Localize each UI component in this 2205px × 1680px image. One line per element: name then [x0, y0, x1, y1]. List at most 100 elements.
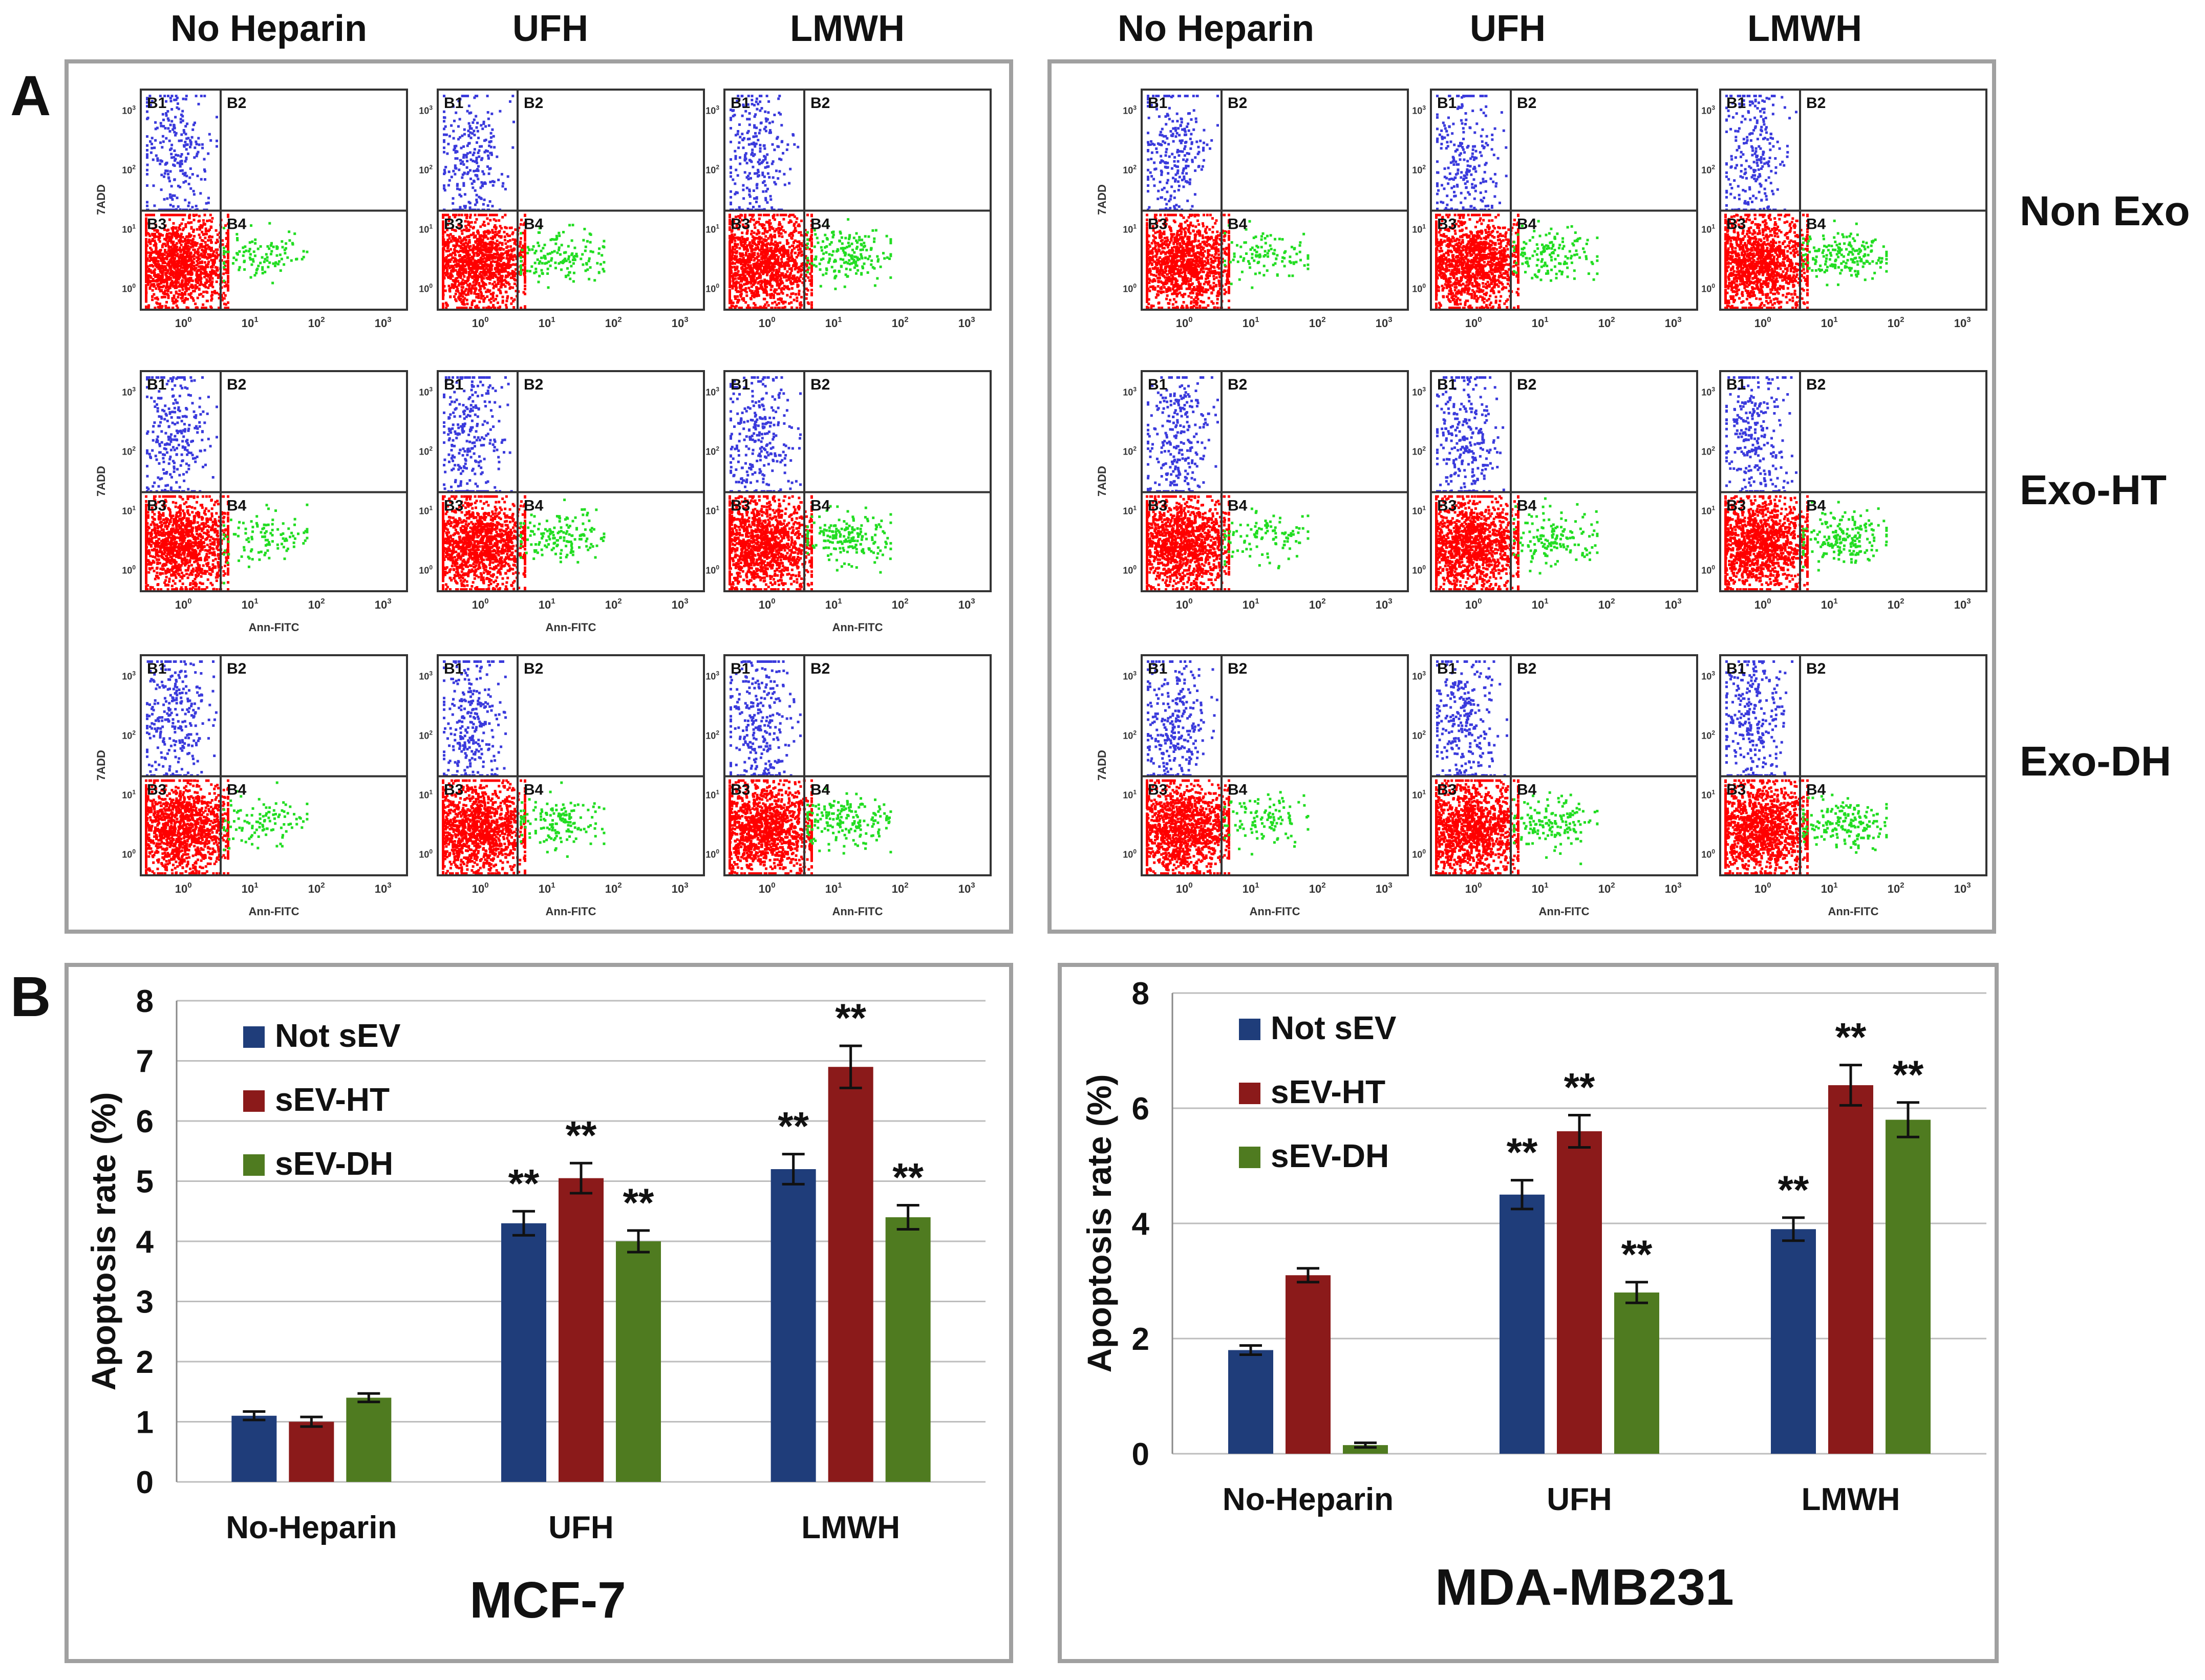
y-tick-label: 4 [1132, 1207, 1150, 1242]
y-tick-label: 102 [122, 445, 136, 457]
x-tick-label: 102 [308, 315, 325, 330]
x-tick-label: 100 [175, 881, 192, 895]
y-tick-label: 100 [1123, 564, 1137, 576]
x-category-label: LMWH [801, 1510, 900, 1545]
y-tick-label: 103 [122, 670, 136, 681]
y-tick-label: 100 [1123, 848, 1137, 860]
bar-not-sev-lmwh [770, 1169, 816, 1482]
column-header-no-heparin: No Heparin [1118, 8, 1314, 49]
y-tick-label: 100 [1412, 283, 1426, 294]
x-tick-label: 103 [958, 597, 975, 611]
quadrant-label-b3: B3 [147, 782, 166, 799]
quadrant-label-b1: B1 [1726, 660, 1746, 677]
quadrant-label-b3: B3 [1726, 216, 1746, 233]
y-tick-label: 100 [419, 848, 433, 860]
significance-marker: ** [1507, 1130, 1538, 1175]
quadrant-label-b4: B4 [1517, 216, 1537, 233]
x-tick-label: 102 [1888, 597, 1904, 611]
dot-plot-left-r1-c0: B1 B2 B3 B4 100 100 101 101 102 102 103 103 7ADD Ann-… [95, 370, 408, 634]
x-tick-label: 102 [1598, 881, 1615, 895]
y-tick-label: 100 [1701, 283, 1715, 294]
x-tick-label: 103 [375, 597, 392, 611]
y-tick-label: 103 [1701, 385, 1715, 397]
y-tick-label: 101 [1701, 789, 1715, 801]
x-tick-label: 101 [825, 597, 842, 611]
y-tick-label: 100 [705, 848, 719, 860]
quadrant-label-b4: B4 [524, 782, 544, 799]
x-tick-label: 103 [375, 881, 392, 895]
event-dots [729, 660, 892, 875]
quadrant-label-b4: B4 [1228, 782, 1248, 799]
x-tick-label: 101 [1243, 597, 1259, 611]
significance-marker: ** [1564, 1065, 1595, 1110]
y-axis-label-7add: 7ADD [95, 750, 108, 781]
x-axis-label-ann-fitc: Ann-FITC [546, 621, 596, 634]
significance-marker: ** [1835, 1015, 1867, 1060]
significance-marker: ** [623, 1180, 654, 1225]
quadrant-label-b2: B2 [524, 95, 543, 112]
y-tick-label: 101 [705, 789, 719, 801]
y-axis-label: Apoptosis rate (%) [84, 1092, 122, 1390]
x-tick-label: 100 [472, 315, 489, 330]
dot-plot-right-r1-c1: B1 B2 B3 B4 100 100 101 101 102 102 103 103 [1412, 370, 1698, 611]
quadrant-label-b3: B3 [731, 782, 750, 799]
dot-plot-right-r0-c0: B1 B2 B3 B4 100 100 101 101 102 102 103 103 7ADD [1096, 89, 1409, 330]
y-tick-label: 103 [1123, 385, 1137, 397]
x-axis-label-ann-fitc: Ann-FITC [249, 905, 299, 918]
significance-marker: ** [1621, 1232, 1653, 1277]
quadrant-label-b1: B1 [147, 95, 166, 112]
quadrant-label-b2: B2 [1806, 660, 1826, 677]
dot-plot-left-r0-c1: B1 B2 B3 B4 100 100 101 101 102 102 103 103 [419, 89, 705, 330]
error-bar [896, 1204, 919, 1231]
dot-plot-right-r2-c1: B1 B2 B3 B4 100 100 101 101 102 102 103 103 Ann-FITC [1412, 654, 1698, 918]
x-tick-label: 101 [1532, 881, 1549, 895]
bar-not-sev-ufh [501, 1223, 546, 1482]
x-tick-label: 102 [1309, 315, 1326, 330]
x-tick-label: 102 [1598, 597, 1615, 611]
y-tick-label: 101 [122, 505, 136, 516]
legend-swatch [1239, 1083, 1260, 1104]
x-tick-label: 103 [1954, 315, 1971, 330]
quadrant-label-b2: B2 [1806, 95, 1826, 112]
quadrant-label-b3: B3 [731, 216, 750, 233]
x-tick-label: 100 [175, 597, 192, 611]
column-header-lmwh: LMWH [790, 8, 905, 49]
quadrant-label-b3: B3 [444, 216, 463, 233]
y-tick-label: 102 [419, 163, 433, 175]
quadrant-label-b3: B3 [1148, 498, 1167, 514]
dot-plot-left-r0-c0: B1 B2 B3 B4 100 100 101 101 102 102 103 103 7ADD [95, 89, 408, 330]
quadrant-label-b3: B3 [1148, 782, 1167, 799]
x-axis-label-ann-fitc: Ann-FITC [1250, 905, 1300, 918]
y-tick-label: 101 [122, 223, 136, 235]
quadrant-label-b4: B4 [1806, 498, 1826, 514]
event-dots [1435, 660, 1599, 875]
y-tick-label: 8 [1132, 976, 1149, 1011]
y-tick-label: 100 [1123, 283, 1137, 294]
x-tick-label: 102 [605, 881, 622, 895]
quadrant-label-b4: B4 [227, 782, 247, 799]
error-bar [782, 1153, 805, 1186]
y-axis-label-7add: 7ADD [1096, 750, 1108, 781]
y-tick-label: 103 [419, 385, 433, 397]
y-tick-label: 102 [705, 445, 719, 457]
x-tick-label: 100 [1465, 315, 1482, 330]
y-tick-label: 100 [122, 848, 136, 860]
dot-plot-right-r2-c2: B1 B2 B3 B4 100 100 101 101 102 102 103 103 Ann-FITC [1701, 654, 1987, 918]
x-tick-label: 103 [1376, 881, 1393, 895]
x-tick-label: 103 [1376, 597, 1393, 611]
x-tick-label: 101 [825, 881, 842, 895]
x-tick-label: 100 [175, 315, 192, 330]
quadrant-label-b4: B4 [1228, 498, 1248, 514]
y-tick-label: 0 [136, 1465, 154, 1500]
error-bar [1897, 1101, 1919, 1138]
quadrant-label-b4: B4 [1228, 216, 1248, 233]
dot-plot-right-r1-c0: B1 B2 B3 B4 100 100 101 101 102 102 103 103 7ADD [1096, 370, 1409, 611]
quadrant-label-b3: B3 [444, 498, 463, 514]
x-tick-label: 103 [958, 315, 975, 330]
flow-cytometry-grid: B1 B2 B3 B4 100 100 101 101 102 102 103 103 7ADD B1 B2… [95, 89, 1987, 918]
error-bar [1568, 1114, 1591, 1149]
y-tick-label: 103 [1412, 104, 1426, 116]
y-tick-label: 101 [1123, 505, 1137, 516]
y-tick-label: 103 [419, 670, 433, 681]
